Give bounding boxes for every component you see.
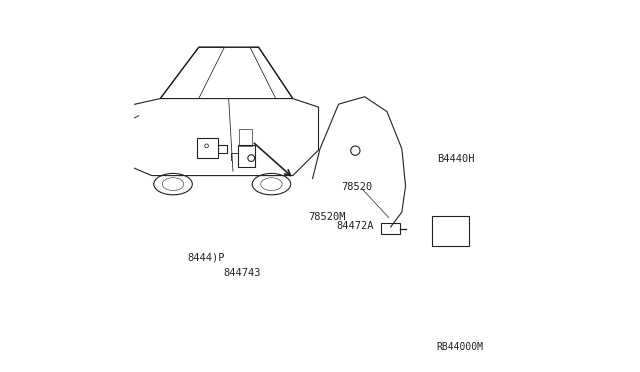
Bar xyxy=(197,138,218,158)
Text: 8444)P: 8444)P xyxy=(188,253,225,263)
Text: RB44000M: RB44000M xyxy=(436,341,484,352)
Bar xyxy=(238,145,255,167)
Text: B4440H: B4440H xyxy=(437,154,474,164)
Text: 84472A: 84472A xyxy=(337,221,374,231)
Text: 78520: 78520 xyxy=(342,182,373,192)
Bar xyxy=(239,129,252,146)
Text: 844743: 844743 xyxy=(223,268,260,278)
Text: 78520M: 78520M xyxy=(308,212,346,222)
Bar xyxy=(381,223,400,234)
Bar xyxy=(431,216,468,246)
